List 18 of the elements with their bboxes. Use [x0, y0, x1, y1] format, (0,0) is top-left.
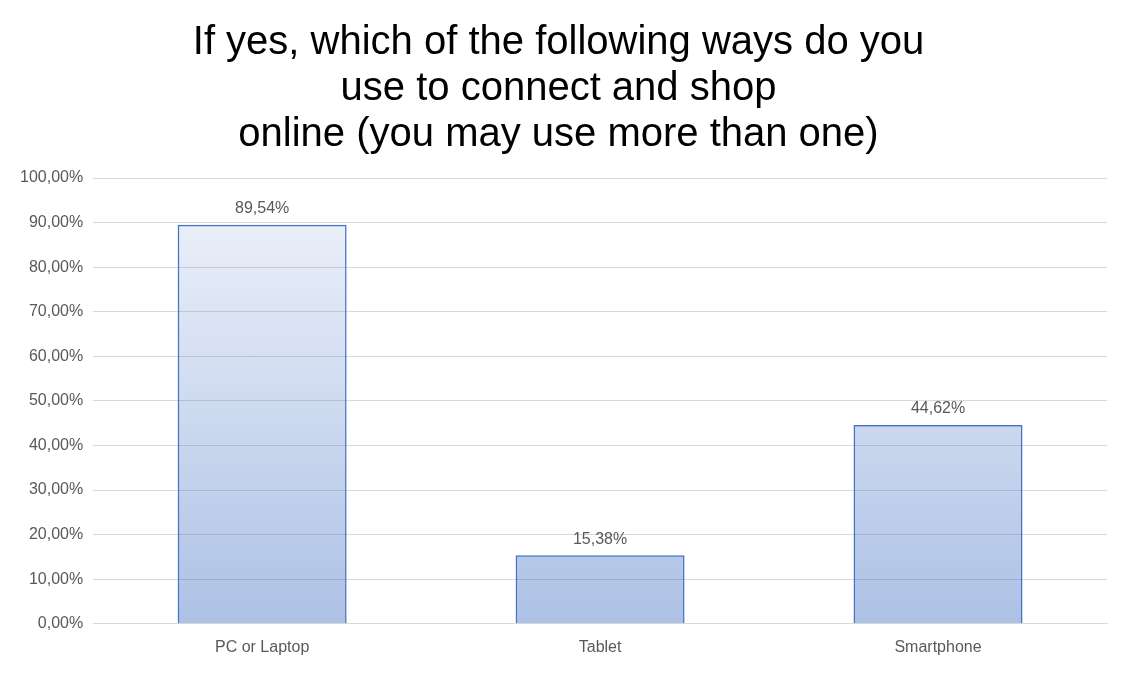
- y-tick-label: 70,00%: [28, 302, 84, 320]
- x-tick-label: Smartphone: [894, 637, 982, 655]
- y-tick-label: 30,00%: [28, 480, 84, 498]
- y-tick-label: 100,00%: [19, 168, 84, 186]
- chart-title: If yes, which of the following ways do you use to connect and shop online (you may use more than one): [192, 18, 925, 155]
- y-tick-label: 90,00%: [28, 212, 84, 230]
- data-label: 44,62%: [910, 399, 966, 417]
- data-label: 89,54%: [235, 199, 290, 217]
- y-tick-label: 40,00%: [28, 435, 84, 453]
- y-tick-label: 80,00%: [28, 257, 84, 275]
- y-tick-label: 0,00%: [37, 614, 84, 632]
- data-label: 15,38%: [572, 529, 628, 547]
- y-tick-label: 60,00%: [28, 346, 84, 364]
- x-tick-label: Tablet: [578, 637, 622, 655]
- y-tick-label: 10,00%: [28, 569, 84, 587]
- x-tick-label: PC or Laptop: [215, 637, 310, 655]
- y-tick-label: 20,00%: [28, 525, 84, 543]
- y-tick-label: 50,00%: [28, 391, 84, 409]
